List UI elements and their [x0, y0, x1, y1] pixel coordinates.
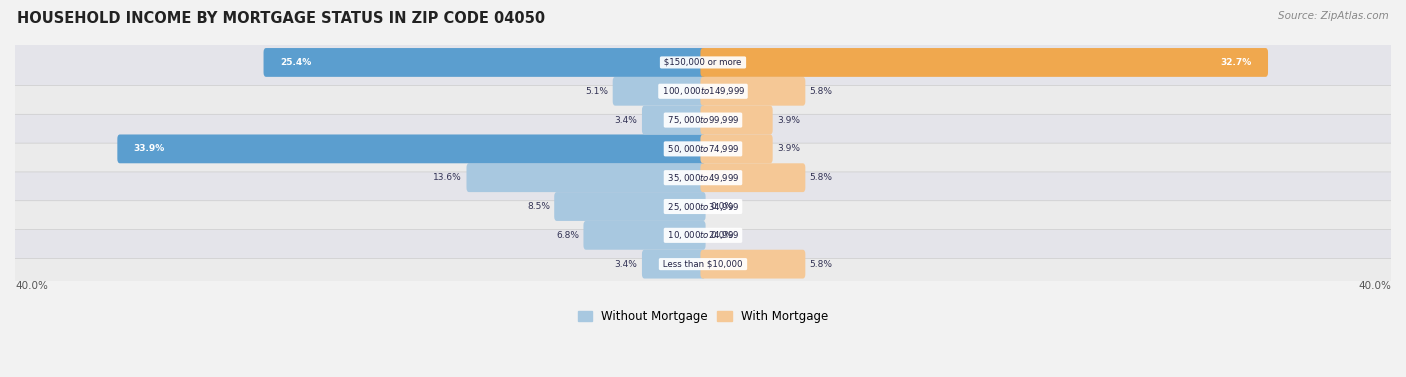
FancyBboxPatch shape	[700, 163, 806, 192]
FancyBboxPatch shape	[10, 126, 1396, 172]
FancyBboxPatch shape	[10, 184, 1396, 230]
Text: HOUSEHOLD INCOME BY MORTGAGE STATUS IN ZIP CODE 04050: HOUSEHOLD INCOME BY MORTGAGE STATUS IN Z…	[17, 11, 546, 26]
FancyBboxPatch shape	[643, 250, 706, 279]
FancyBboxPatch shape	[10, 212, 1396, 258]
Legend: Without Mortgage, With Mortgage: Without Mortgage, With Mortgage	[574, 305, 832, 328]
FancyBboxPatch shape	[10, 40, 1396, 86]
FancyBboxPatch shape	[700, 48, 1268, 77]
Text: 3.4%: 3.4%	[614, 260, 638, 269]
FancyBboxPatch shape	[10, 155, 1396, 201]
FancyBboxPatch shape	[700, 250, 806, 279]
Text: Less than $10,000: Less than $10,000	[661, 260, 745, 269]
Text: 0.0%: 0.0%	[710, 231, 733, 240]
Text: 13.6%: 13.6%	[433, 173, 463, 182]
Text: 0.0%: 0.0%	[710, 202, 733, 211]
FancyBboxPatch shape	[643, 106, 706, 135]
Text: 5.8%: 5.8%	[810, 260, 832, 269]
FancyBboxPatch shape	[613, 77, 706, 106]
FancyBboxPatch shape	[700, 106, 773, 135]
Text: 5.1%: 5.1%	[585, 87, 609, 96]
Text: 3.9%: 3.9%	[778, 144, 800, 153]
FancyBboxPatch shape	[583, 221, 706, 250]
Text: Source: ZipAtlas.com: Source: ZipAtlas.com	[1278, 11, 1389, 21]
FancyBboxPatch shape	[700, 135, 773, 163]
Text: 32.7%: 32.7%	[1220, 58, 1251, 67]
FancyBboxPatch shape	[467, 163, 706, 192]
FancyBboxPatch shape	[10, 241, 1396, 287]
Text: 6.8%: 6.8%	[557, 231, 579, 240]
FancyBboxPatch shape	[10, 97, 1396, 143]
Text: 40.0%: 40.0%	[1358, 281, 1391, 291]
Text: $25,000 to $34,999: $25,000 to $34,999	[665, 201, 741, 213]
FancyBboxPatch shape	[263, 48, 706, 77]
Text: 5.8%: 5.8%	[810, 87, 832, 96]
Text: 33.9%: 33.9%	[134, 144, 165, 153]
FancyBboxPatch shape	[117, 135, 706, 163]
Text: 3.9%: 3.9%	[778, 116, 800, 124]
Text: 25.4%: 25.4%	[280, 58, 311, 67]
Text: $100,000 to $149,999: $100,000 to $149,999	[659, 85, 747, 97]
FancyBboxPatch shape	[700, 77, 806, 106]
FancyBboxPatch shape	[10, 68, 1396, 114]
FancyBboxPatch shape	[554, 192, 706, 221]
Text: 8.5%: 8.5%	[527, 202, 550, 211]
Text: $150,000 or more: $150,000 or more	[661, 58, 745, 67]
Text: 40.0%: 40.0%	[15, 281, 48, 291]
Text: $35,000 to $49,999: $35,000 to $49,999	[665, 172, 741, 184]
Text: $10,000 to $24,999: $10,000 to $24,999	[665, 229, 741, 241]
Text: 5.8%: 5.8%	[810, 173, 832, 182]
Text: 3.4%: 3.4%	[614, 116, 638, 124]
Text: $75,000 to $99,999: $75,000 to $99,999	[665, 114, 741, 126]
Text: $50,000 to $74,999: $50,000 to $74,999	[665, 143, 741, 155]
